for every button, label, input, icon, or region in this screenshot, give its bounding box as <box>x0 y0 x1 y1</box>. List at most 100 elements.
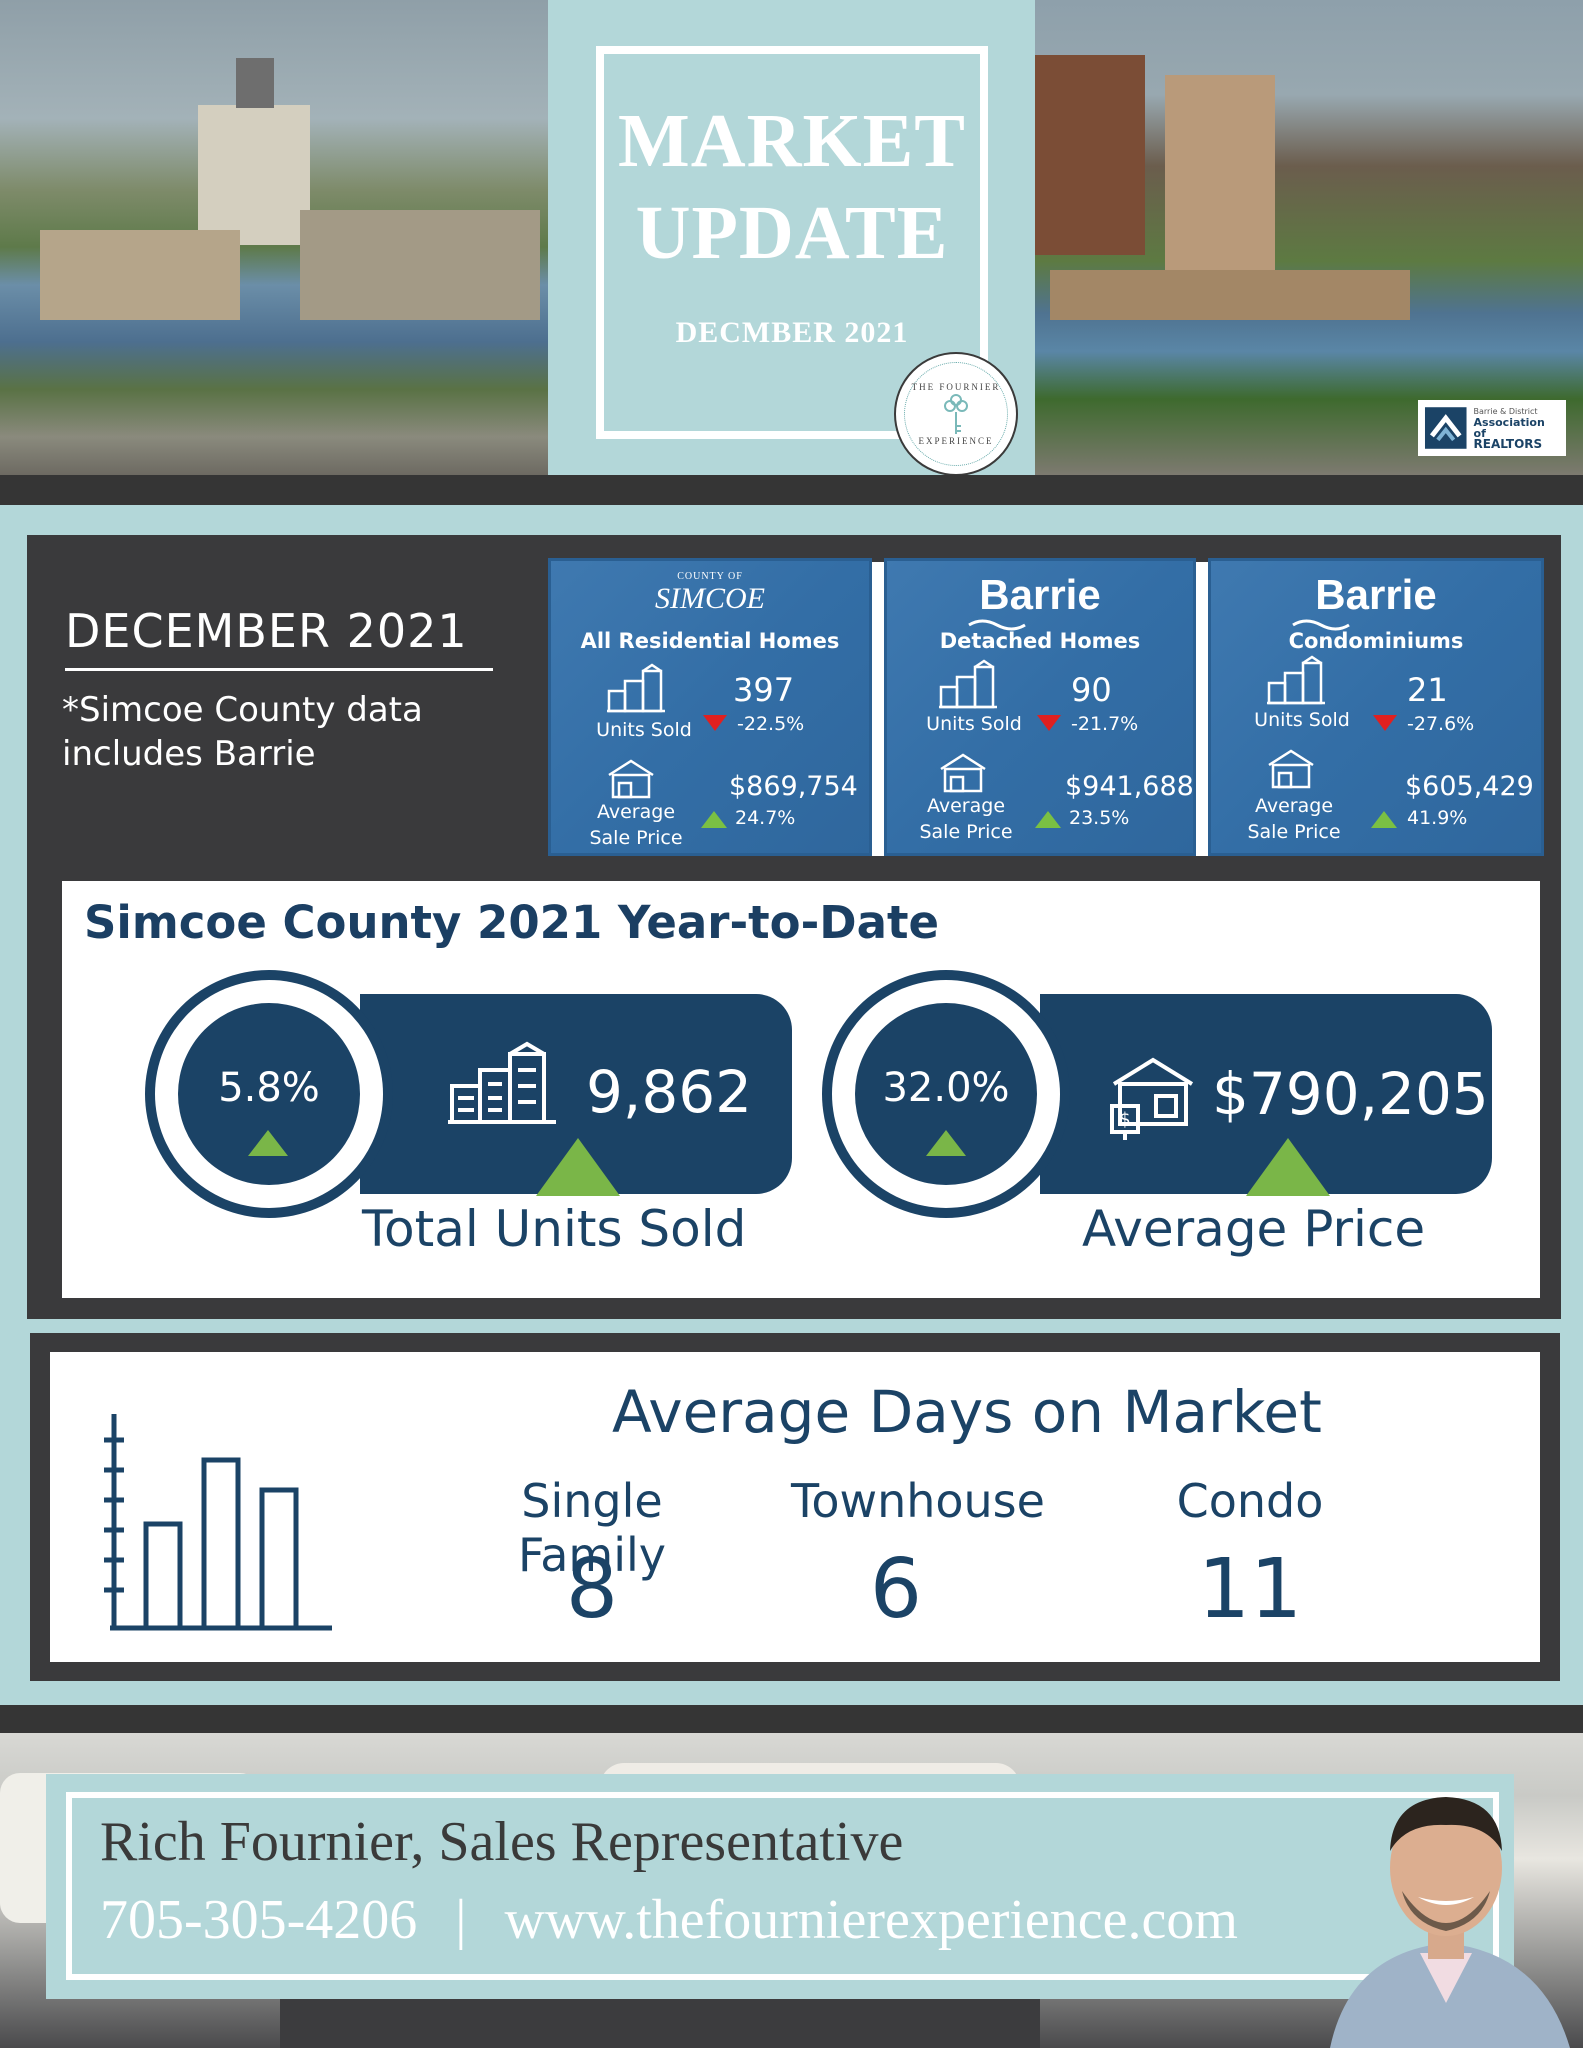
header-photo-left <box>0 0 548 475</box>
stat-card-barrie-condos: Barrie Condominiums Units Sold 21 -27.6%… <box>1208 558 1544 856</box>
wave-icon <box>968 619 1026 631</box>
trend-down-icon <box>703 715 727 731</box>
card-units-label: Units Sold <box>926 713 1022 735</box>
ytd-price-up-icon <box>1246 1138 1330 1196</box>
stat-card-barrie-detached: Barrie Detached Homes Units Sold 90 -21.… <box>884 558 1196 856</box>
photo-building-top <box>236 58 274 108</box>
realtor-logo-line1: Barrie & District <box>1473 407 1538 416</box>
agent-phone[interactable]: 705-305-4206 <box>100 1889 418 1951</box>
card-units-label: Units Sold <box>1254 709 1350 731</box>
card-price-label: Average Sale Price <box>581 799 691 851</box>
buildings-icon <box>939 659 997 709</box>
ytd-units-up-icon <box>536 1138 620 1196</box>
seal-bottom-text: EXPERIENCE <box>918 436 994 446</box>
footer-contact-box <box>46 1774 1514 1999</box>
days-on-market-title: Average Days on Market <box>612 1378 1322 1446</box>
trend-up-icon <box>1035 811 1061 828</box>
ytd-price-small-up-icon <box>926 1130 966 1156</box>
card-units-value: 90 <box>1071 671 1112 709</box>
dom-value-single-family: 8 <box>565 1542 619 1637</box>
trend-down-icon <box>1373 715 1397 731</box>
overview-underline <box>65 668 493 671</box>
card-price-change: 24.7% <box>735 807 796 829</box>
card-separator <box>1196 562 1208 856</box>
realtor-logo-line3: REALTORS <box>1473 437 1543 451</box>
buildings-icon <box>1267 655 1325 705</box>
overview-note: *Simcoe County data includes Barrie <box>62 690 423 774</box>
svg-text:$: $ <box>1119 1109 1130 1130</box>
card-brand: Barrie <box>979 571 1101 618</box>
house-icon: $ <box>1110 1057 1194 1140</box>
card-brand-small: COUNTY OF <box>677 571 743 582</box>
realtor-association-logo: Barrie & District Association of REALTOR… <box>1418 400 1566 456</box>
agent-website[interactable]: www.thefournierexperience.com <box>504 1889 1238 1951</box>
key-icon <box>944 394 968 434</box>
realtor-logo-icon <box>1424 407 1467 449</box>
ytd-units-pct-circle: 5.8% <box>178 1003 360 1185</box>
seal-top-text: THE FOURNIER <box>911 382 1001 392</box>
header-date: DECMBER 2021 <box>675 316 909 349</box>
ytd-units-value: 9,862 <box>586 1058 753 1126</box>
card-price-label-1: Average <box>1254 795 1334 817</box>
agent-contact: 705-305-4206 | www.thefournierexperience… <box>100 1888 1238 1952</box>
ytd-units-small-up-icon <box>248 1130 288 1156</box>
bar-chart-icon <box>104 1414 332 1631</box>
photo-building-right <box>300 210 540 320</box>
agent-portrait <box>1330 1797 1570 2048</box>
realtor-logo-line2: Association of <box>1473 416 1545 440</box>
card-units-change: -22.5% <box>737 713 805 735</box>
card-price-change: 23.5% <box>1069 807 1130 829</box>
dom-value-condo: 11 <box>1197 1542 1303 1637</box>
ytd-price-pct: 32.0% <box>882 1065 1010 1111</box>
card-price-label-2: Sale Price <box>919 821 1013 843</box>
house-icon <box>940 753 986 793</box>
card-brand: SIMCOE <box>655 582 765 615</box>
trend-down-icon <box>1037 715 1061 731</box>
ytd-title: Simcoe County 2021 Year-to-Date <box>84 896 939 949</box>
ytd-price-value: $790,205 <box>1212 1060 1489 1128</box>
card-price-value: $869,754 <box>729 771 858 802</box>
buildings-icon <box>607 663 665 713</box>
card-price-change: 41.9% <box>1407 807 1468 829</box>
contact-separator: | <box>455 1889 467 1951</box>
card-price-label-2: Sale Price <box>589 827 683 849</box>
dom-value-townhouse: 6 <box>869 1542 923 1637</box>
ytd-units-caption: Total Units Sold <box>362 1200 747 1258</box>
header-title-frame: MARKET UPDATE DECMBER 2021 <box>596 46 988 439</box>
overview-title: DECEMBER 2021 <box>65 604 468 658</box>
house-icon <box>608 759 654 799</box>
agent-name: Rich Fournier, Sales Representative <box>100 1811 904 1873</box>
photo-tower-tan <box>1165 75 1275 275</box>
card-price-label: Average Sale Price <box>1239 793 1349 845</box>
ytd-price-caption: Average Price <box>1082 1200 1426 1258</box>
card-units-change: -21.7% <box>1071 713 1139 735</box>
card-units-label: Units Sold <box>596 719 692 741</box>
ytd-price-pct-circle: 32.0% <box>855 1003 1037 1185</box>
card-units-value: 21 <box>1407 671 1448 709</box>
card-subtitle: Condominiums <box>1288 629 1464 653</box>
fournier-seal-logo: THE FOURNIER EXPERIENCE <box>894 352 1018 476</box>
header-title-line1: MARKET <box>618 99 966 183</box>
photo-building-tower <box>198 105 310 245</box>
footer-divider-strip <box>0 1705 1583 1733</box>
photo-building-waterfront <box>1050 270 1410 320</box>
card-price-label-1: Average <box>596 801 676 823</box>
card-units-value: 397 <box>733 671 795 709</box>
card-subtitle: Detached Homes <box>939 629 1141 653</box>
card-units-change: -27.6% <box>1407 713 1475 735</box>
stat-card-simcoe: COUNTY OF SIMCOE All Residential Homes U… <box>548 558 872 856</box>
dom-label-condo: Condo <box>1176 1474 1324 1528</box>
house-icon <box>1268 749 1314 789</box>
header-title-line2: UPDATE <box>635 191 949 275</box>
card-price-value: $941,688 <box>1065 771 1194 802</box>
card-price-value: $605,429 <box>1405 771 1534 802</box>
dom-label-townhouse: Townhouse <box>791 1474 1045 1528</box>
card-separator <box>872 562 884 856</box>
header-divider-strip <box>0 475 1583 505</box>
buildings-icon <box>448 1041 556 1124</box>
card-price-label: Average Sale Price <box>911 793 1021 845</box>
card-subtitle: All Residential Homes <box>580 629 840 653</box>
card-price-label-2: Sale Price <box>1247 821 1341 843</box>
header-photo-right <box>1035 0 1583 475</box>
footer-gap <box>0 1681 1583 1705</box>
